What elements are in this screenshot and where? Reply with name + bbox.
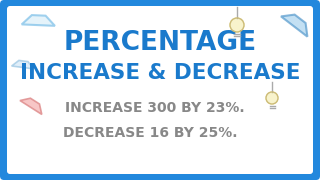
Circle shape — [230, 18, 244, 32]
Circle shape — [266, 92, 278, 104]
Polygon shape — [20, 98, 42, 114]
Text: INCREASE & DECREASE: INCREASE & DECREASE — [20, 63, 300, 83]
Text: DECREASE 16 BY 25%.: DECREASE 16 BY 25%. — [63, 126, 237, 140]
Polygon shape — [22, 15, 55, 26]
Polygon shape — [281, 15, 308, 37]
Text: PERCENTAGE: PERCENTAGE — [63, 30, 257, 56]
Text: INCREASE 300 BY 23%.: INCREASE 300 BY 23%. — [65, 101, 245, 115]
Polygon shape — [12, 60, 34, 69]
FancyBboxPatch shape — [7, 6, 313, 174]
